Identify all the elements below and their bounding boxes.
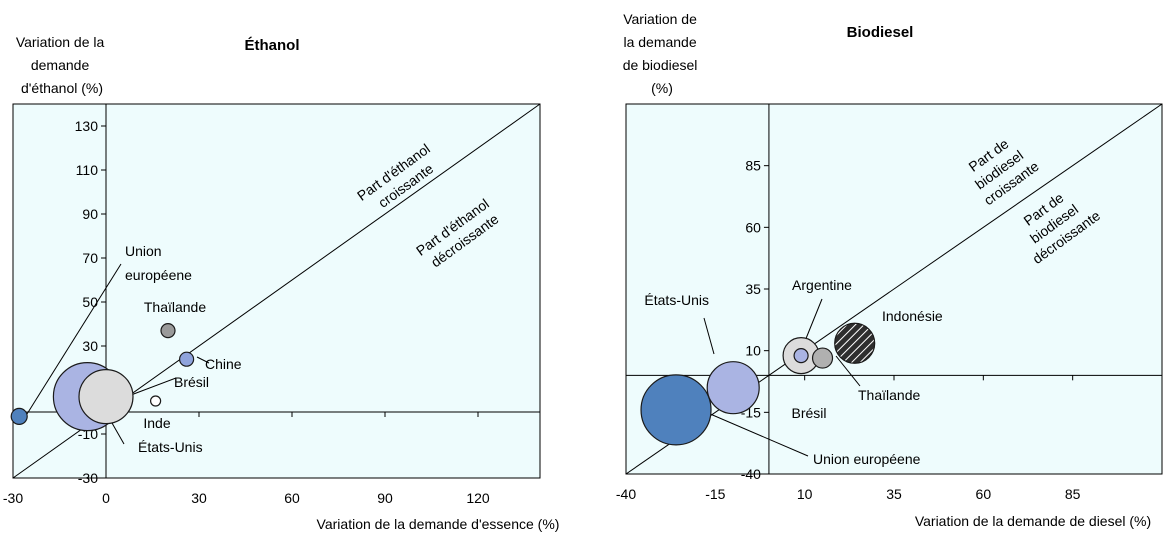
point-labels: États-Unis Brésil Union européene Thaïlande C… <box>125 243 242 455</box>
bubble--tats-unis <box>706 361 760 415</box>
leader-line <box>196 356 210 364</box>
point-label: Inde <box>143 415 170 431</box>
y-axis-label-line: la demande <box>623 34 696 50</box>
y-axis-label-line: de biodiesel <box>623 57 698 73</box>
point-label: États-Unis <box>644 292 709 308</box>
y-tick-label: 30 <box>82 338 98 354</box>
y-tick-label: 110 <box>76 162 99 178</box>
y-tick-label: 85 <box>745 158 761 174</box>
bubble-argentine <box>793 348 809 364</box>
leader-line <box>804 298 823 342</box>
y-tick-label: 50 <box>82 294 98 310</box>
y-tick-label: 130 <box>75 118 99 134</box>
x-tick-label: 10 <box>797 486 813 502</box>
bubble-br-sil <box>78 369 134 425</box>
x-tick-label: -40 <box>616 486 636 502</box>
x-tick-label: 120 <box>466 490 490 506</box>
y-tick-label: -30 <box>78 470 98 486</box>
point-label: Brésil <box>174 374 209 390</box>
y-axis-label: Variation de la demande d'éthanol (%) <box>16 34 108 96</box>
point-label: Indonésie <box>882 308 943 324</box>
y-tick-label: 90 <box>82 206 98 222</box>
x-tick-label: -30 <box>3 490 23 506</box>
leader-line <box>835 355 861 387</box>
bubble-inde <box>150 395 162 407</box>
x-axis-label: Variation de la demande d'essence (%) <box>317 516 560 532</box>
y-tick-label: 60 <box>745 219 761 235</box>
bubble-union-europ-ene <box>10 407 28 425</box>
y-tick-label: -40 <box>741 466 761 482</box>
y-axis-label-line: d'éthanol (%) <box>21 80 103 96</box>
point-label-line: Union <box>125 243 162 259</box>
y-axis-label-line: (%) <box>651 80 673 96</box>
y-axis-label-line: Variation de la <box>16 34 105 50</box>
point-label-line: européene <box>125 267 192 283</box>
point-label: Argentine <box>792 277 852 293</box>
axes-group <box>625 103 1163 475</box>
point-label: Union européene <box>813 451 921 467</box>
x-tick-label: 85 <box>1065 486 1081 502</box>
point-labels: Union européene États-Unis Brésil Argentine… <box>644 277 943 467</box>
point-label: Chine <box>205 356 242 372</box>
leader-line <box>130 377 177 396</box>
x-tick-label: 90 <box>377 490 393 506</box>
point-label: Thaïlande <box>144 299 206 315</box>
diagonal-line <box>625 103 1163 475</box>
bubble-tha-lande <box>811 347 834 369</box>
y-tick-label: 35 <box>745 281 761 297</box>
leader-line <box>703 317 715 355</box>
point-label: Union européene <box>125 243 192 283</box>
data-points <box>640 322 876 446</box>
y-axis-label-line: demande <box>31 57 90 73</box>
bubble-chine <box>179 351 195 367</box>
bubble-union-europ-ene <box>640 374 712 446</box>
leader-line <box>26 263 122 415</box>
x-tick-label: 35 <box>886 486 902 502</box>
point-label: Brésil <box>791 405 826 421</box>
data-points <box>10 323 195 432</box>
x-tick-label: -15 <box>705 486 725 502</box>
y-axis-label-line: Variation de <box>623 11 697 27</box>
x-tick-label: 60 <box>976 486 992 502</box>
chart-title: Éthanol <box>245 37 300 54</box>
x-tick-label: 0 <box>102 490 110 506</box>
bubble-indon-sie <box>834 322 876 364</box>
y-tick-label: 10 <box>745 343 761 359</box>
point-label: Thaïlande <box>858 387 920 403</box>
point-label: États-Unis <box>138 439 203 455</box>
y-axis-label: Variation de la demande de biodiesel (%) <box>623 11 702 96</box>
bubble-tha-lande <box>160 323 176 339</box>
chart-title: Biodiesel <box>847 24 914 41</box>
x-axis-label: Variation de la demande de diesel (%) <box>915 513 1151 529</box>
y-tick-label: 70 <box>82 250 98 266</box>
x-tick-label: 30 <box>191 490 207 506</box>
x-tick-label: 60 <box>284 490 300 506</box>
